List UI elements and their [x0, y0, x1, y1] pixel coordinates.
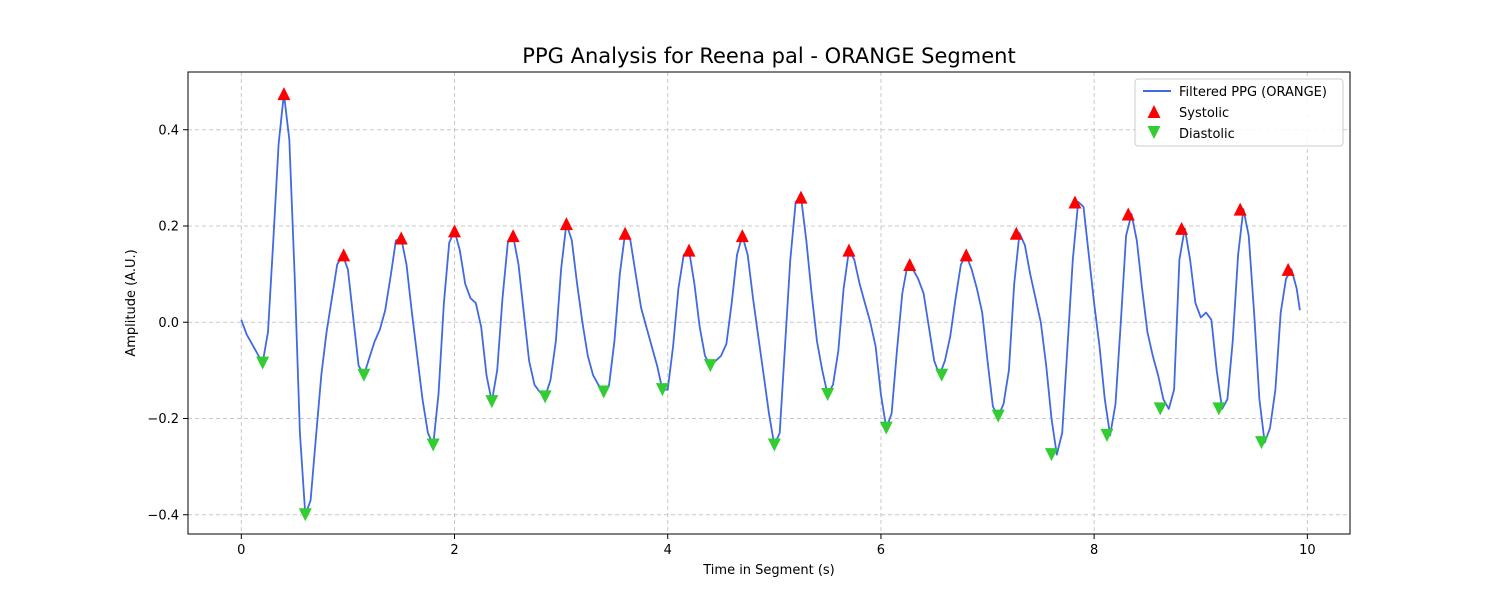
legend-diastolic-marker — [1147, 126, 1161, 139]
systolic-marker — [337, 248, 351, 262]
x-axis-label: Time in Segment (s) — [702, 563, 834, 578]
diastolic-marker — [1045, 448, 1059, 462]
y-tick-label: −0.2 — [147, 412, 179, 427]
x-tick-label: 10 — [1299, 543, 1316, 558]
diastolic-marker — [767, 438, 781, 452]
diastolic-marker — [879, 421, 893, 435]
plot-frame — [187, 71, 1351, 535]
axis-ticks: 0 2 4 6 8 10 −0.4 −0.2 0.0 0.2 0.4 — [147, 123, 1315, 558]
diastolic-marker — [597, 385, 611, 399]
chart-title: PPG Analysis for Reena pal - ORANGE Segm… — [522, 44, 1015, 68]
systolic-marker — [903, 258, 917, 271]
legend-label-systolic: Systolic — [1179, 106, 1229, 121]
x-tick-label: 6 — [877, 543, 885, 558]
systolic-marker — [842, 243, 856, 257]
diastolic-marker — [1212, 402, 1226, 416]
filtered-ppg-line — [240, 92, 1301, 516]
x-tick-label: 2 — [450, 543, 458, 558]
systolic-marker — [1233, 202, 1247, 216]
legend-label-filtered-ppg: Filtered PPG (ORANGE) — [1179, 85, 1327, 100]
diastolic-marker — [538, 390, 552, 404]
systolic-marker — [959, 248, 973, 262]
systolic-marker — [1009, 226, 1023, 240]
systolic-marker — [735, 229, 749, 243]
y-tick-label: −0.4 — [147, 508, 179, 523]
systolic-marker — [618, 226, 632, 240]
diastolic-marker — [485, 395, 499, 409]
systolic-marker — [448, 224, 462, 238]
legend-systolic-marker — [1147, 105, 1161, 118]
systolic-marker — [277, 87, 291, 101]
y-tick-label: 0.4 — [158, 123, 179, 138]
systolic-marker — [1281, 262, 1295, 276]
diastolic-marker — [256, 356, 270, 370]
x-tick-label: 4 — [664, 543, 672, 558]
systolic-marker — [682, 243, 696, 257]
diastolic-marker — [1153, 402, 1167, 416]
diastolic-marker — [357, 368, 371, 382]
legend-label-diastolic: Diastolic — [1179, 127, 1235, 142]
legend: Filtered PPG (ORANGE) Systolic Diastolic — [1134, 78, 1344, 147]
y-axis-label: Amplitude (A.U.) — [124, 249, 139, 356]
systolic-marker — [1068, 195, 1082, 209]
diastolic-marker — [821, 387, 835, 401]
diastolic-marker — [298, 508, 312, 522]
diastolic-marker — [1100, 428, 1114, 442]
diastolic-marker — [1255, 436, 1269, 450]
systolic-marker — [506, 229, 520, 243]
systolic-marker — [1121, 207, 1135, 221]
y-tick-label: 0.2 — [158, 220, 179, 235]
diastolic-marker — [991, 409, 1005, 423]
legend-box — [1134, 78, 1344, 147]
x-tick-label: 8 — [1090, 543, 1098, 558]
systolic-marker — [794, 190, 808, 204]
diastolic-marker — [426, 438, 440, 452]
systolic-marker — [1175, 221, 1189, 235]
y-tick-label: 0.0 — [158, 316, 179, 331]
systolic-marker — [559, 217, 573, 231]
series-layer — [240, 87, 1301, 522]
systolic-marker — [394, 231, 408, 245]
x-tick-label: 0 — [237, 543, 245, 558]
diastolic-marker — [935, 368, 949, 382]
diastolic-marker — [655, 383, 669, 397]
diastolic-marker — [703, 359, 717, 373]
